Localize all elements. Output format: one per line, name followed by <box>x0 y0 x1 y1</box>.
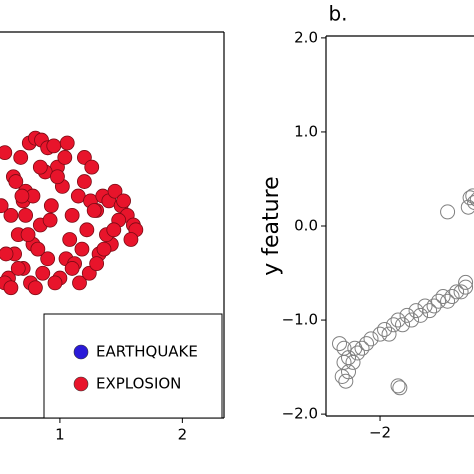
legend-label: EXPLOSION <box>96 375 181 393</box>
data-point <box>426 298 442 314</box>
data-point <box>440 293 456 309</box>
data-point <box>74 241 90 257</box>
data-point <box>10 261 26 276</box>
data-point <box>413 307 429 323</box>
data-point <box>3 280 19 296</box>
y-tick-label: −2.0 <box>282 405 318 423</box>
data-point <box>123 232 139 247</box>
data-point <box>64 207 80 223</box>
data-point <box>79 222 95 238</box>
data-point <box>467 195 474 210</box>
data-point <box>47 275 63 291</box>
data-point <box>462 190 474 206</box>
data-point <box>46 138 62 154</box>
plot-area <box>0 130 144 296</box>
data-point <box>116 193 131 209</box>
data-point <box>350 345 366 361</box>
x-tick-label: −2 <box>369 424 391 442</box>
data-point <box>30 241 46 257</box>
data-point <box>57 150 73 165</box>
legend-marker <box>73 376 89 392</box>
data-point <box>392 380 408 396</box>
data-point <box>458 279 474 295</box>
data-point <box>40 251 56 267</box>
data-point <box>59 135 75 151</box>
data-point <box>84 159 100 175</box>
data-point <box>395 317 411 333</box>
data-point <box>106 222 122 238</box>
data-point <box>72 275 87 291</box>
data-point <box>76 174 92 189</box>
data-point <box>64 261 80 276</box>
data-point <box>422 303 438 319</box>
data-point <box>363 331 379 347</box>
data-point <box>341 364 357 380</box>
data-point <box>381 326 397 342</box>
data-point <box>50 169 65 185</box>
data-point <box>8 174 24 189</box>
data-point <box>338 373 354 389</box>
data-point <box>440 204 456 220</box>
data-point <box>449 284 465 300</box>
legend-label: EARTHQUAKE <box>96 343 198 361</box>
data-point <box>359 336 375 352</box>
data-point <box>465 188 474 204</box>
data-point <box>0 246 14 262</box>
x-tick-label: 2 <box>178 426 188 444</box>
data-point <box>460 199 474 215</box>
data-point <box>89 256 105 272</box>
data-point <box>332 336 348 352</box>
data-point <box>469 192 474 207</box>
data-point <box>107 183 123 199</box>
data-point <box>0 198 9 214</box>
legend-box <box>43 313 223 419</box>
data-point <box>96 241 112 257</box>
data-point <box>435 289 451 305</box>
data-point <box>14 188 30 204</box>
data-point <box>62 232 78 247</box>
data-point <box>18 207 34 223</box>
y-tick-label: 0.0 <box>294 217 318 235</box>
panel-title: b. <box>328 2 347 26</box>
data-point <box>417 298 433 314</box>
y-tick-label: −1.0 <box>282 311 318 329</box>
data-point <box>28 280 43 296</box>
data-point <box>334 368 350 384</box>
legend-marker <box>73 344 89 360</box>
data-point <box>372 326 388 342</box>
plot-area <box>332 188 474 396</box>
data-point <box>13 150 29 165</box>
y-tick-label: 1.0 <box>294 122 318 140</box>
data-point <box>42 212 58 228</box>
data-point <box>354 340 370 356</box>
data-point <box>431 293 447 309</box>
data-point <box>336 354 352 370</box>
data-point <box>3 207 19 223</box>
y-axis-label: y feature <box>259 176 284 275</box>
data-point <box>390 378 406 394</box>
data-point <box>86 203 102 218</box>
data-point <box>20 227 36 243</box>
data-point <box>386 317 402 333</box>
x-tick-label: 1 <box>55 426 65 444</box>
data-point <box>458 274 474 290</box>
data-point <box>0 145 13 161</box>
data-point <box>43 198 59 214</box>
data-point <box>404 312 420 328</box>
data-point <box>444 289 460 305</box>
data-point <box>32 159 48 175</box>
y-tick-label: 2.0 <box>294 28 318 46</box>
data-point <box>377 321 393 337</box>
data-point <box>35 265 51 281</box>
data-point <box>453 284 469 300</box>
